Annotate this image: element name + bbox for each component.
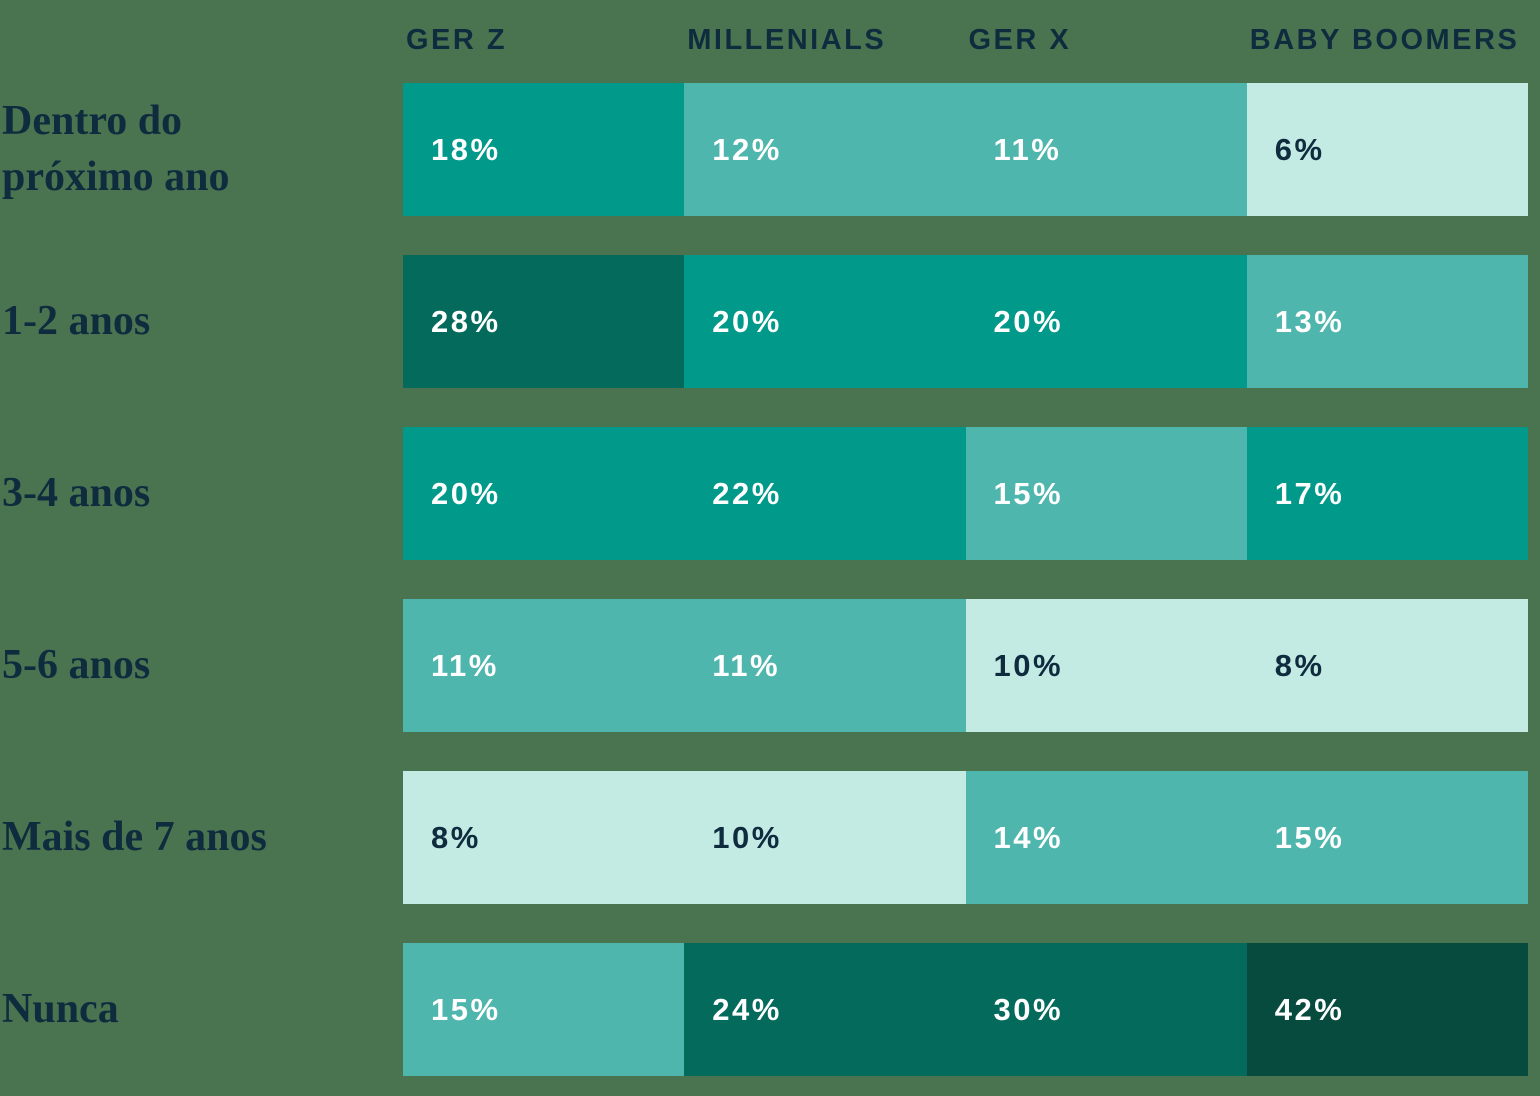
cell-value: 28%	[431, 303, 501, 339]
cell-value: 42%	[1274, 991, 1345, 1027]
cell-value: 30%	[993, 991, 1064, 1027]
cell-value: 20%	[712, 303, 782, 339]
heatmap-cell: 8%	[403, 771, 685, 904]
chart-row-5-6-anos: 5-6 anos 11% 11% 10% 8%	[0, 599, 1540, 732]
heatmap-cell: 10%	[684, 771, 966, 904]
cell-value: 14%	[993, 819, 1064, 855]
column-header-ger-z: GER Z	[406, 24, 508, 56]
heatmap-cell: 6%	[1246, 83, 1528, 216]
heatmap-cell: 20%	[403, 427, 685, 560]
chart-row-nunca: Nunca 15% 24% 30% 42%	[0, 943, 1540, 1076]
column-header-baby-boomers: BABY BOOMERS	[1249, 24, 1520, 56]
heatmap-cell: 17%	[1246, 427, 1528, 560]
row-label-line: 1-2 anos	[2, 297, 151, 344]
row-label: 5-6 anos	[2, 599, 397, 732]
cell-value: 15%	[1274, 819, 1345, 855]
heatmap-cell: 20%	[684, 255, 966, 388]
chart-row-3-4-anos: 3-4 anos 20% 22% 15% 17%	[0, 427, 1540, 560]
heatmap-cell: 12%	[684, 83, 966, 216]
row-label: Dentro do próximo ano	[2, 83, 397, 216]
heatmap-cell: 11%	[684, 599, 966, 732]
cell-value: 18%	[431, 131, 501, 167]
cell-value: 11%	[993, 131, 1062, 167]
row-bars: 15% 24% 30% 42%	[403, 943, 1528, 1076]
row-bars: 28% 20% 20% 13%	[403, 255, 1528, 388]
column-headers: GER Z MILLENIALS GER X BABY BOOMERS	[403, 24, 1528, 57]
heatmap-cell: 15%	[965, 427, 1247, 560]
heatmap-cell: 42%	[1246, 943, 1528, 1076]
cell-value: 8%	[431, 819, 481, 855]
heatmap-cell: 10%	[965, 599, 1247, 732]
cell-value: 20%	[431, 475, 501, 511]
heatmap-cell: 8%	[1246, 599, 1528, 732]
cell-value: 10%	[712, 819, 782, 855]
heatmap-cell: 20%	[965, 255, 1247, 388]
heatmap-cell: 28%	[403, 255, 685, 388]
heatmap-cell: 13%	[1246, 255, 1528, 388]
cell-value: 12%	[712, 131, 782, 167]
cell-value: 22%	[712, 475, 782, 511]
heatmap-cell: 24%	[684, 943, 966, 1076]
heatmap-cell: 11%	[965, 83, 1247, 216]
row-label-line: 3-4 anos	[2, 469, 151, 516]
row-label-line: próximo ano	[2, 153, 230, 200]
chart-row-mais-de-7-anos: Mais de 7 anos 8% 10% 14% 15%	[0, 771, 1540, 904]
row-label: 3-4 anos	[2, 427, 397, 560]
cell-value: 20%	[993, 303, 1064, 339]
row-bars: 11% 11% 10% 8%	[403, 599, 1528, 732]
cell-value: 17%	[1274, 475, 1345, 511]
heatmap-cell: 30%	[965, 943, 1247, 1076]
cell-value: 13%	[1274, 303, 1345, 339]
row-label: 1-2 anos	[2, 255, 397, 388]
row-label-line: 5-6 anos	[2, 641, 151, 688]
cell-value: 11%	[712, 647, 781, 683]
cell-value: 15%	[431, 991, 501, 1027]
cell-value: 11%	[431, 647, 499, 683]
cell-value: 8%	[1274, 647, 1325, 683]
chart-row-dentro-do-proximo-ano: Dentro do próximo ano 18% 12% 11% 6%	[0, 83, 1540, 216]
heatmap-cell: 15%	[403, 943, 685, 1076]
cell-value: 24%	[712, 991, 782, 1027]
cell-value: 15%	[993, 475, 1064, 511]
cell-value: 6%	[1274, 131, 1325, 167]
heatmap-cell: 15%	[1246, 771, 1528, 904]
row-label: Mais de 7 anos	[2, 771, 397, 904]
row-bars: 20% 22% 15% 17%	[403, 427, 1528, 560]
heatmap-cell: 14%	[965, 771, 1247, 904]
row-label-line: Dentro do	[2, 97, 183, 144]
heatmap-cell: 18%	[403, 83, 685, 216]
row-bars: 18% 12% 11% 6%	[403, 83, 1528, 216]
column-header-millenials: MILLENIALS	[687, 24, 887, 56]
column-header-ger-x: GER X	[968, 24, 1072, 56]
row-label-line: Mais de 7 anos	[2, 813, 267, 860]
cell-value: 10%	[993, 647, 1064, 683]
chart-row-1-2-anos: 1-2 anos 28% 20% 20% 13%	[0, 255, 1540, 388]
row-bars: 8% 10% 14% 15%	[403, 771, 1528, 904]
heatmap-cell: 11%	[403, 599, 685, 732]
heatmap-cell: 22%	[684, 427, 966, 560]
row-label: Nunca	[2, 943, 397, 1076]
row-label-line: Nunca	[2, 985, 119, 1032]
